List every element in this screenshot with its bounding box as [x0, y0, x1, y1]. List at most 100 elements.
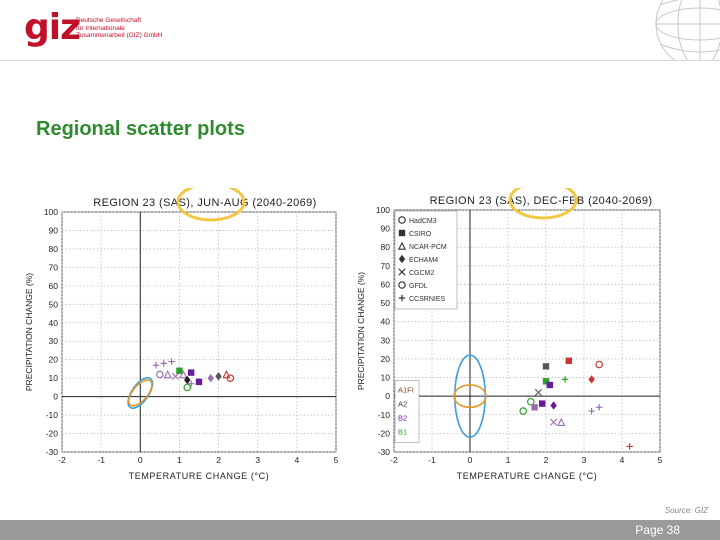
y-tick-label: 80: [381, 242, 391, 252]
x-tick-label: 2: [216, 455, 221, 465]
x-tick-label: 5: [658, 455, 663, 465]
data-point-1: [565, 357, 572, 364]
data-point-4: [171, 372, 180, 380]
data-point-9: [187, 380, 195, 387]
data-point-8: [187, 369, 195, 376]
scenario-legend-box: [394, 380, 420, 443]
scenario-label: A1FI: [398, 386, 414, 395]
x-tick-label: -1: [97, 455, 105, 465]
data-point-6: [179, 370, 188, 379]
legend-label: CGCM2: [409, 270, 434, 277]
uncertainty-ellipse: [127, 379, 153, 407]
scatter-chart-dec-feb: -2 -1 0 1 2 3 4 5-30-20-10010203040506070809010…: [356, 188, 663, 481]
logo-tagline: Deutsche Gesellschaft für Internationale…: [76, 17, 162, 40]
data-point-4: [561, 376, 569, 383]
y-tick-label: 100: [376, 205, 390, 215]
data-point-5: [542, 378, 550, 385]
y-tick-label: -30: [46, 447, 59, 457]
x-tick-label: 1: [506, 455, 511, 465]
logo-line-3: Zusammenarbeit (GIZ) GmbH: [76, 32, 163, 39]
y-tick-label: -10: [46, 410, 59, 420]
data-point-2: [168, 358, 175, 365]
scenario-label: B2: [398, 414, 407, 423]
y-tick-label: 60: [49, 281, 59, 291]
footer-bar: Page 38: [0, 520, 720, 540]
x-tick-label: 0: [138, 455, 143, 465]
data-point-7: [534, 388, 542, 397]
data-point-14: [557, 417, 566, 426]
x-tick-label: 0: [468, 455, 473, 465]
chart-title: REGION 23 (SAS), DEC-FEB (2040-2069): [430, 195, 653, 207]
x-tick-label: 4: [294, 455, 299, 465]
y-tick-label: 10: [49, 373, 59, 383]
legend-label: ECHAM4: [409, 257, 438, 264]
x-tick-label: 2: [544, 455, 549, 465]
slide-title: Regional scatter plots: [36, 118, 245, 140]
page-number: Page 38: [635, 523, 680, 537]
data-point-13: [550, 418, 558, 426]
data-point-15: [588, 407, 595, 415]
data-point-0: [152, 362, 160, 369]
legend-box: [394, 210, 458, 310]
y-tick-label: -20: [46, 429, 59, 439]
legend: HadCM3 CSIRO NCAR-PCM ECHAM4 CGCM2 GFDL CCSRNI…: [394, 210, 458, 310]
legend-label: CCSRNIES: [409, 296, 446, 303]
y-tick-label: 60: [381, 279, 391, 289]
scenario-label: A2: [398, 400, 407, 409]
logo-line-1: Deutsche Gesellschaft: [76, 17, 142, 24]
scatter-chart-jun-aug: -2 -1 0 1 2 3 4 5-30-20-10010203040506070809010…: [24, 188, 339, 481]
globe-icon: [655, 0, 720, 60]
data-point-0: [542, 363, 550, 370]
y-tick-label: 80: [49, 244, 59, 254]
legend-label: NCAR-PCM: [409, 244, 447, 251]
data-point-1: [160, 360, 167, 367]
data-point-12: [215, 372, 222, 381]
y-tick-label: 100: [44, 207, 58, 217]
x-tick-label: -1: [428, 455, 436, 465]
y-tick-label: 20: [49, 355, 59, 365]
x-tick-label: 3: [255, 455, 260, 465]
x-axis-label: TEMPERATURE CHANGE (°C): [457, 471, 598, 481]
y-tick-label: 90: [381, 224, 391, 234]
giz-logo: giz: [24, 7, 81, 48]
data-point-8: [527, 397, 535, 406]
scenario-legend: A1FI A2 B2 B1: [394, 380, 420, 443]
y-tick-label: 30: [49, 336, 59, 346]
data-point-14: [226, 374, 235, 382]
x-axis-label: TEMPERATURE CHANGE (°C): [129, 471, 270, 481]
data-point-7: [184, 375, 191, 385]
y-tick-label: 40: [381, 317, 391, 327]
y-tick-label: 70: [381, 261, 391, 271]
y-tick-label: 10: [381, 373, 391, 383]
y-tick-label: 20: [381, 354, 391, 364]
x-tick-label: -2: [58, 455, 66, 465]
data-point-16: [156, 370, 164, 379]
data-point-17: [626, 443, 633, 450]
y-tick-label: 50: [49, 299, 59, 309]
y-tick-label: 0: [385, 391, 390, 401]
source-note: Source: GIZ: [664, 506, 708, 515]
x-tick-label: 5: [334, 455, 339, 465]
x-tick-label: 4: [620, 455, 625, 465]
header-bar: giz Deutsche Gesellschaft für Internatio…: [0, 0, 720, 61]
season-highlight: [508, 188, 578, 220]
legend-label: CSIRO: [409, 231, 432, 238]
data-point-11: [207, 373, 214, 383]
data-point-16: [596, 404, 603, 411]
data-point-5: [176, 367, 183, 374]
y-tick-label: 50: [381, 298, 391, 308]
uncertainty-ellipse: [127, 376, 154, 409]
y-axis-label: PRECIPITATION CHANGE (%): [356, 272, 366, 390]
x-tick-label: 1: [177, 455, 182, 465]
data-point-9: [519, 407, 528, 415]
y-tick-label: 40: [49, 318, 59, 328]
y-tick-label: -10: [378, 410, 391, 420]
data-point-10: [195, 378, 203, 386]
legend-label: GFDL: [409, 283, 428, 290]
chart-title: REGION 23 (SAS), JUN-AUG (2040-2069): [93, 197, 316, 209]
data-point-15: [183, 383, 192, 392]
y-tick-label: -30: [378, 447, 391, 457]
plot-area: [61, 211, 337, 453]
data-point-13: [222, 370, 231, 379]
x-tick-label: 3: [582, 455, 587, 465]
